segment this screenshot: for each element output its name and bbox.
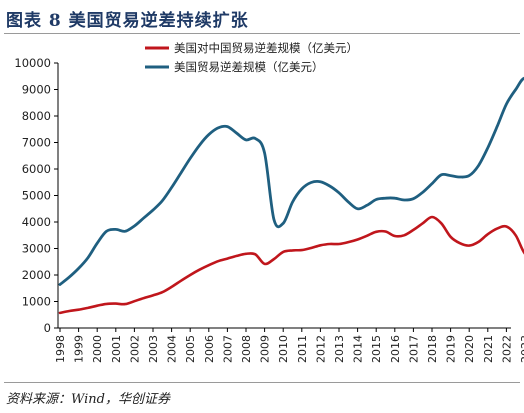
y-tick-label: 3000 [22,242,51,256]
y-tick-label: 4000 [22,215,51,229]
figure-header: 图表 8 美国贸易逆差持续扩张 [0,0,524,34]
y-tick-label: 8000 [22,109,51,123]
y-tick-label: 10000 [14,56,51,70]
y-tick-label: 6000 [22,162,51,176]
x-tick-label: 2012 [314,335,327,363]
x-tick-label: 2015 [370,335,383,363]
x-tick-label: 2017 [407,335,420,363]
x-tick-label: 2018 [426,335,439,363]
x-tick-label: 2022 [500,335,513,363]
y-tick-label: 7000 [22,136,51,150]
figure-title: 图表 8 美国贸易逆差持续扩张 [6,11,249,31]
y-tick-label: 1000 [22,295,51,309]
x-tick-label: 2020 [463,335,476,363]
x-tick-label: 2021 [482,335,495,363]
y-tick-label: 0 [44,321,51,335]
x-tick-label: 2004 [166,335,179,363]
x-tick-label: 2011 [296,335,309,363]
x-tick-label: 2007 [221,335,234,363]
x-tick-label: 2009 [259,335,272,363]
x-tick-label: 2016 [389,335,402,363]
legend-label-1: 美国对中国贸易逆差规模（亿美元） [174,41,358,55]
series-line-2 [58,76,524,286]
x-tick-label: 2019 [445,335,458,363]
y-tick-label: 2000 [22,268,51,282]
x-tick-label: 2010 [277,335,290,363]
source-note: 资料来源：Wind，华创证券 [6,392,170,407]
series-line-1 [58,215,524,315]
legend-label-2: 美国贸易逆差规模（亿美元） [174,60,324,74]
x-tick-label: 2013 [333,335,346,363]
x-tick-label: 2005 [184,335,197,363]
x-tick-label: 2003 [147,335,160,363]
x-tick-label: 2023 [519,335,524,363]
x-tick-label: 2014 [352,335,365,363]
trade-deficit-line-chart: 0 1000 2000 3000 4000 5000 6000 7000 8000 9000 100… [14,41,524,363]
x-tick-label: 1998 [54,335,67,363]
x-tick-label: 2000 [91,335,104,363]
y-tick-label: 5000 [22,189,51,203]
footer-rule [4,382,520,383]
x-tick-label: 2001 [110,335,123,363]
x-tick-label: 1999 [73,335,86,363]
x-tick-label: 2002 [128,335,141,363]
x-tick-label: 2008 [240,335,253,363]
header-rule [4,33,520,34]
y-tick-label: 9000 [22,83,51,97]
x-tick-label: 2006 [203,335,216,363]
